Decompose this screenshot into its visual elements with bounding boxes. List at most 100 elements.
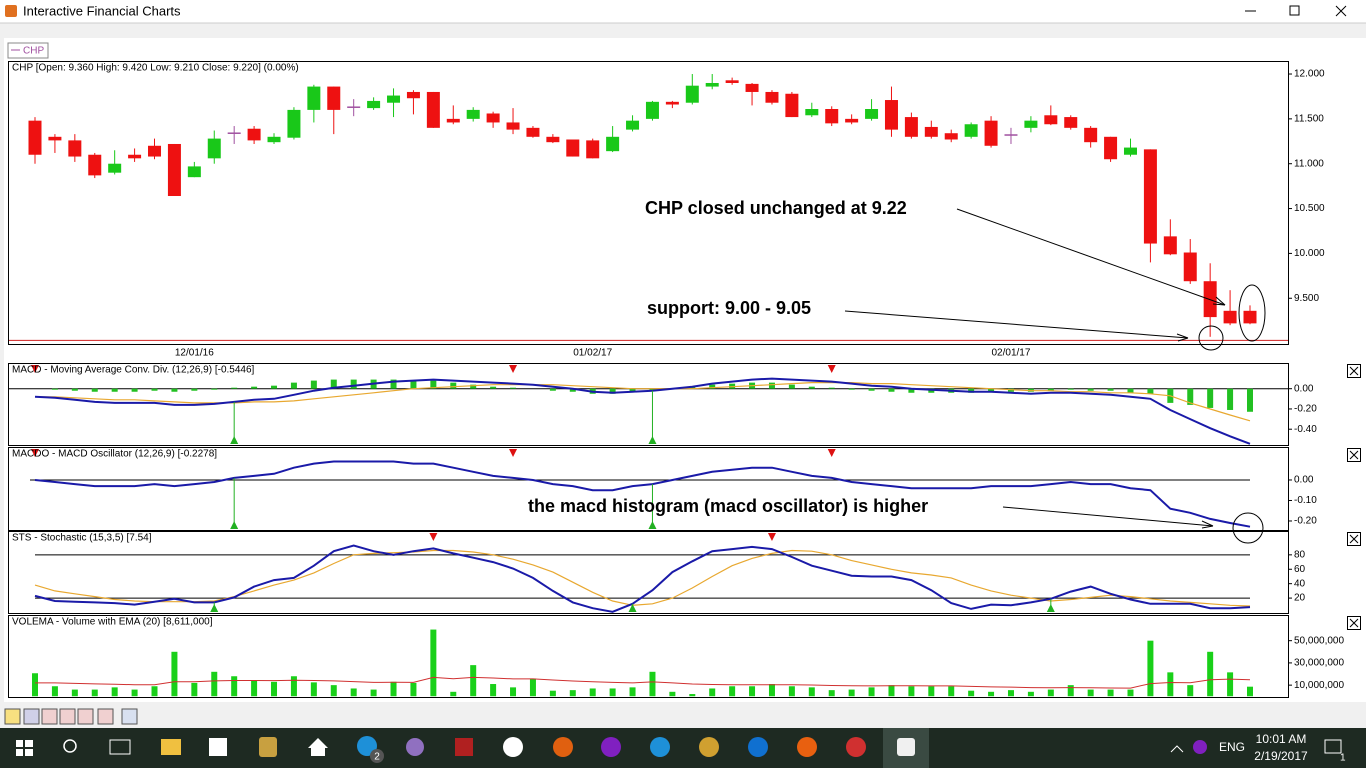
candle-body xyxy=(984,120,998,146)
panel-close-icon xyxy=(1349,534,1359,544)
candle-body xyxy=(1044,115,1058,125)
histogram-bar xyxy=(151,388,158,391)
y-tick-label: 0.00 xyxy=(1294,475,1314,486)
notification-icon[interactable] xyxy=(1324,739,1342,754)
app-icon[interactable] xyxy=(406,738,424,756)
volume-bar xyxy=(390,681,397,697)
macd-line xyxy=(34,377,1251,445)
volume-bar xyxy=(1107,689,1114,697)
y-tick-label: -0.20 xyxy=(1294,516,1317,527)
histogram-bar xyxy=(410,380,417,389)
histogram-bar xyxy=(1247,388,1253,412)
store-icon[interactable] xyxy=(209,738,227,756)
candle-body xyxy=(267,136,281,143)
tool-button[interactable] xyxy=(4,708,21,725)
tool-button[interactable] xyxy=(77,708,94,725)
candle-body xyxy=(1203,281,1217,318)
volume-bar xyxy=(928,686,935,697)
notification-count: 1 xyxy=(1340,753,1346,764)
volume-bar xyxy=(410,682,417,697)
app-icon[interactable] xyxy=(699,737,719,757)
candle-body xyxy=(446,118,460,123)
volume-bar xyxy=(1147,640,1154,697)
candle-body xyxy=(1163,236,1177,255)
tray-icon[interactable] xyxy=(1193,740,1207,754)
search-icon[interactable] xyxy=(63,739,77,753)
sell-signal xyxy=(827,365,836,373)
tray-expand[interactable] xyxy=(1170,745,1184,753)
tool-button[interactable] xyxy=(121,708,138,725)
chrome-icon[interactable] xyxy=(846,737,866,757)
close-button[interactable] xyxy=(1335,5,1347,17)
histogram-bar xyxy=(231,387,238,389)
candle-body xyxy=(645,101,659,119)
task-view-icon[interactable] xyxy=(109,739,131,755)
skype-icon[interactable] xyxy=(650,737,670,757)
app-icon[interactable] xyxy=(259,737,277,757)
java-icon xyxy=(897,738,915,756)
volume-bar xyxy=(91,689,98,697)
volume-bar xyxy=(529,678,536,697)
arrow-head xyxy=(1201,520,1214,529)
volume-panel xyxy=(8,615,1289,698)
y-tick-label: 40 xyxy=(1294,578,1306,589)
tool-button[interactable] xyxy=(41,708,58,725)
candle-body xyxy=(28,120,42,155)
candle-body xyxy=(566,139,580,157)
volume-bar xyxy=(1047,689,1054,697)
annotation-arrow xyxy=(1002,506,1214,527)
amazon-icon[interactable] xyxy=(503,737,523,757)
explorer-icon[interactable] xyxy=(161,739,181,755)
histogram-bar xyxy=(868,388,875,391)
app-icon[interactable] xyxy=(455,738,473,756)
app-icon[interactable] xyxy=(553,737,573,757)
candle-body xyxy=(546,136,560,143)
volume-bar xyxy=(330,685,337,697)
candle-body xyxy=(685,85,699,103)
candle-body xyxy=(506,122,520,130)
k-line xyxy=(34,544,1251,613)
candle-body xyxy=(187,166,201,178)
maximize-button[interactable] xyxy=(1289,5,1300,16)
skype-icon[interactable] xyxy=(357,736,377,756)
annotation: support: 9.00 - 9.05 xyxy=(647,298,811,318)
clock-date[interactable]: 2/19/2017 xyxy=(1254,749,1308,763)
language[interactable]: ENG xyxy=(1219,740,1245,754)
candle-body xyxy=(466,109,480,119)
app-icon[interactable] xyxy=(601,737,621,757)
histogram-bar xyxy=(1227,388,1234,410)
volume-bar xyxy=(549,690,556,697)
volume-bar xyxy=(1127,689,1134,697)
histogram-bar xyxy=(290,382,297,389)
tool-button[interactable] xyxy=(59,708,76,725)
tool-button[interactable] xyxy=(23,708,40,725)
y-tick-label: -0.10 xyxy=(1294,495,1317,506)
y-tick-label: 10,000,000 xyxy=(1294,680,1344,691)
candle-body xyxy=(367,100,381,109)
candle-body xyxy=(426,91,440,128)
volume-bar xyxy=(709,688,716,697)
tool-button[interactable] xyxy=(97,708,114,725)
arrow-head xyxy=(1212,296,1226,306)
home-icon[interactable] xyxy=(308,738,328,756)
histogram-bar xyxy=(609,388,616,394)
y-tick-label: 30,000,000 xyxy=(1294,658,1344,669)
legend-box[interactable] xyxy=(7,42,49,59)
volume-bar xyxy=(948,686,955,697)
legend-label: CHP xyxy=(23,46,44,57)
candle-body xyxy=(904,117,918,137)
histogram-bar xyxy=(629,388,636,392)
volume-bar xyxy=(1247,686,1253,697)
histogram-bar xyxy=(808,386,815,389)
clock-time[interactable]: 10:01 AM xyxy=(1256,732,1307,746)
candle-body xyxy=(765,91,779,103)
app-icon xyxy=(5,5,17,17)
start-button[interactable] xyxy=(16,740,33,756)
candle-body xyxy=(964,124,978,137)
candle-body xyxy=(68,140,82,157)
firefox-icon[interactable] xyxy=(797,737,817,757)
y-tick-label: -0.20 xyxy=(1294,404,1317,415)
signal-line xyxy=(35,382,1251,422)
edge-icon[interactable] xyxy=(748,737,768,757)
